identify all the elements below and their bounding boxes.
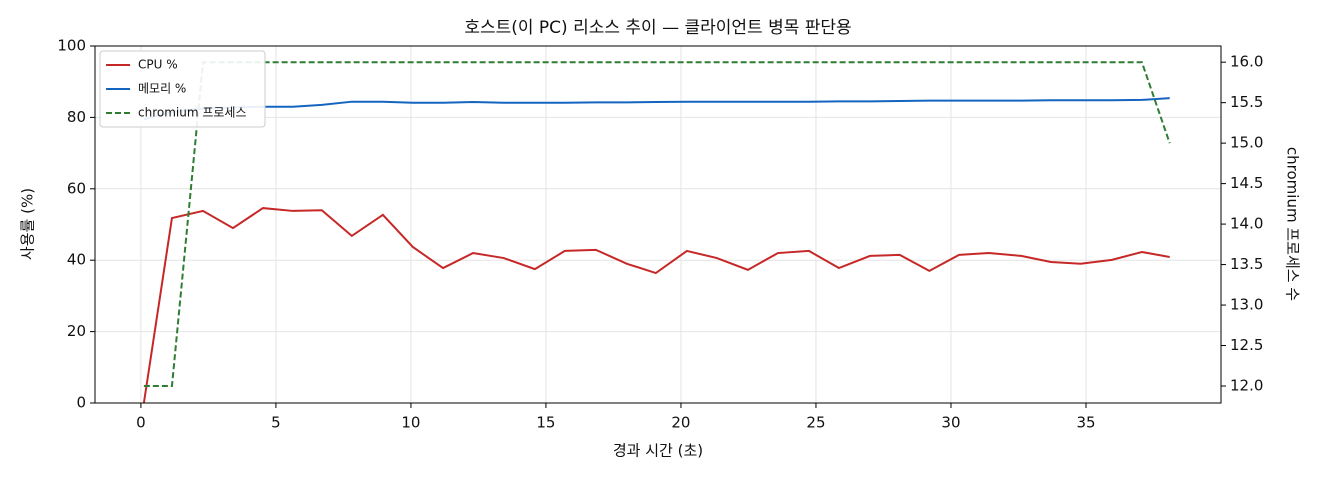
y-tick-label: 100	[57, 37, 86, 55]
x-tick-label: 10	[401, 414, 420, 432]
y2-tick-label: 15.5	[1230, 93, 1263, 111]
y-tick-label: 60	[67, 179, 86, 197]
legend-label: 메모리 %	[138, 82, 186, 96]
legend-label: CPU %	[138, 58, 178, 72]
legend-label: chromium 프로세스	[138, 106, 247, 120]
y2-tick-label: 15.0	[1230, 134, 1263, 152]
y2-tick-label: 16.0	[1230, 53, 1263, 71]
x-tick-label: 30	[941, 414, 960, 432]
x-axis-label: 경과 시간 (초)	[613, 442, 703, 460]
y-axis-label: 사용률 (%)	[19, 188, 37, 260]
x-tick-label: 15	[536, 414, 555, 432]
y2-tick-label: 13.0	[1230, 296, 1263, 314]
x-tick-label: 5	[271, 414, 281, 432]
y2-axis-label: chromium 프로세스 수	[1284, 147, 1302, 301]
y2-tick-label: 13.5	[1230, 255, 1263, 273]
series-line	[143, 61, 1171, 387]
legend-box	[99, 50, 266, 128]
x-tick-label: 20	[671, 414, 690, 432]
y2-tick-label: 14.5	[1230, 174, 1263, 192]
y2-tick-label: 12.0	[1230, 377, 1263, 395]
legend: CPU % 메모리 % chromium 프로세스	[99, 50, 266, 128]
y-tick-label: 0	[76, 394, 86, 412]
y2-tick-label: 12.5	[1230, 336, 1263, 354]
y-tick-label: 80	[67, 108, 86, 126]
x-tick-label: 0	[136, 414, 146, 432]
chart-title: 호스트(이 PC) 리소스 추이 — 클라이언트 병목 판단용	[464, 18, 851, 38]
series-line	[142, 207, 1170, 404]
y-tick-label: 20	[67, 322, 86, 340]
x-tick-label: 25	[806, 414, 825, 432]
y-tick-label: 40	[67, 251, 86, 269]
series-line	[143, 97, 1170, 121]
y2-tick-label: 14.0	[1230, 215, 1263, 233]
plot-frame	[94, 45, 1222, 404]
x-tick-label: 35	[1076, 414, 1095, 432]
